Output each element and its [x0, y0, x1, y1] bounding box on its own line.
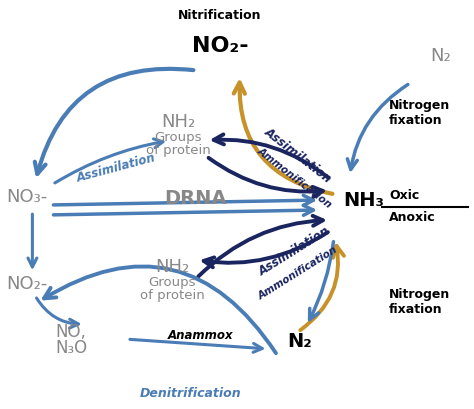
- Text: NO₃-: NO₃-: [7, 188, 48, 206]
- Text: fixation: fixation: [389, 114, 443, 127]
- Text: Assimilation: Assimilation: [262, 125, 334, 186]
- Text: NO,: NO,: [56, 323, 87, 341]
- Text: NO₂-: NO₂-: [192, 36, 248, 56]
- Text: Oxic: Oxic: [389, 189, 419, 202]
- Text: Anoxic: Anoxic: [389, 211, 436, 225]
- Text: NH₂: NH₂: [161, 112, 196, 130]
- Text: DRNA: DRNA: [164, 189, 227, 207]
- Text: N₂: N₂: [288, 332, 312, 351]
- Text: NH₂: NH₂: [155, 258, 190, 276]
- Text: Assimilation: Assimilation: [256, 225, 333, 279]
- Text: Denitrification: Denitrification: [139, 387, 241, 400]
- Text: Ammonification: Ammonification: [255, 146, 334, 210]
- Text: Groups: Groups: [149, 276, 196, 288]
- Text: fixation: fixation: [389, 303, 443, 316]
- Text: NH₃: NH₃: [343, 191, 384, 209]
- Text: Nitrogen: Nitrogen: [389, 99, 450, 112]
- Text: of protein: of protein: [140, 290, 205, 302]
- Text: of protein: of protein: [146, 144, 211, 157]
- Text: Nitrogen: Nitrogen: [389, 288, 450, 301]
- Text: Ammonification: Ammonification: [256, 245, 339, 302]
- Text: NO₂-: NO₂-: [7, 275, 48, 293]
- Text: Anammox: Anammox: [167, 328, 233, 342]
- Text: Nitrification: Nitrification: [178, 9, 262, 22]
- Text: N₃O: N₃O: [55, 339, 87, 357]
- Text: N₂: N₂: [431, 47, 451, 65]
- Text: Groups: Groups: [155, 130, 202, 144]
- Text: Assimilation: Assimilation: [75, 151, 157, 185]
